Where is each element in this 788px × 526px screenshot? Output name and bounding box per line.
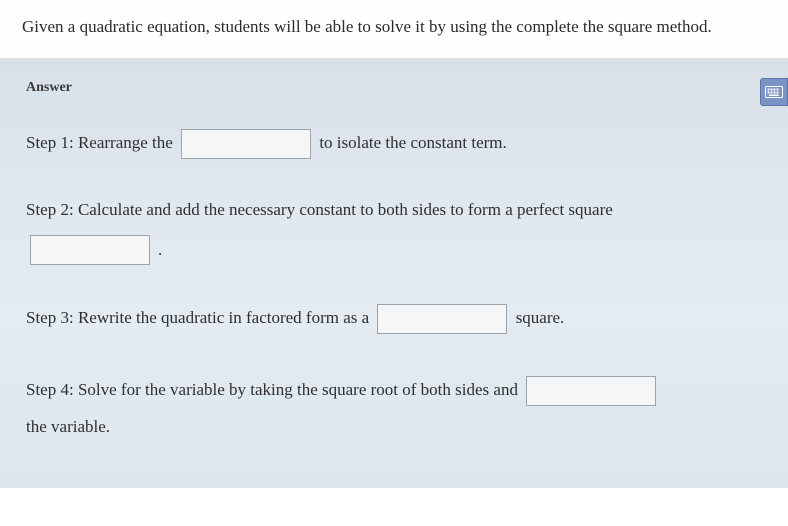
step-3: Step 3: Rewrite the quadratic in factore… (26, 301, 762, 335)
step-4-label: Step 4: (26, 380, 74, 399)
step-4-before: Solve for the variable by taking the squ… (74, 380, 523, 399)
keyboard-button[interactable] (760, 78, 788, 106)
step-4-after: the variable. (26, 417, 110, 436)
step-2-blank[interactable] (30, 235, 150, 265)
step-1: Step 1: Rearrange the to isolate the con… (26, 126, 762, 160)
step-3-blank[interactable] (377, 304, 507, 334)
step-4-blank[interactable] (526, 376, 656, 406)
answer-panel: Answer Step 1: Rearrange the to isolate … (0, 58, 788, 488)
answer-label: Answer (26, 80, 762, 96)
step-1-label: Step 1: (26, 133, 74, 152)
step-3-after: square. (511, 308, 564, 327)
step-2: Step 2: Calculate and add the necessary … (26, 196, 762, 265)
step-2-label: Step 2: (26, 200, 74, 219)
step-2-period: . (158, 240, 162, 260)
step-1-before: Rearrange the (74, 133, 177, 152)
step-1-blank[interactable] (181, 129, 311, 159)
question-prompt: Given a quadratic equation, students wil… (0, 0, 788, 58)
step-3-label: Step 3: (26, 308, 74, 327)
question-text: Given a quadratic equation, students wil… (22, 17, 712, 36)
keyboard-icon (765, 86, 783, 98)
step-2-text: Calculate and add the necessary constant… (74, 200, 613, 219)
step-3-before: Rewrite the quadratic in factored form a… (74, 308, 374, 327)
step-1-after: to isolate the constant term. (315, 133, 507, 152)
step-4: Step 4: Solve for the variable by taking… (26, 371, 762, 446)
